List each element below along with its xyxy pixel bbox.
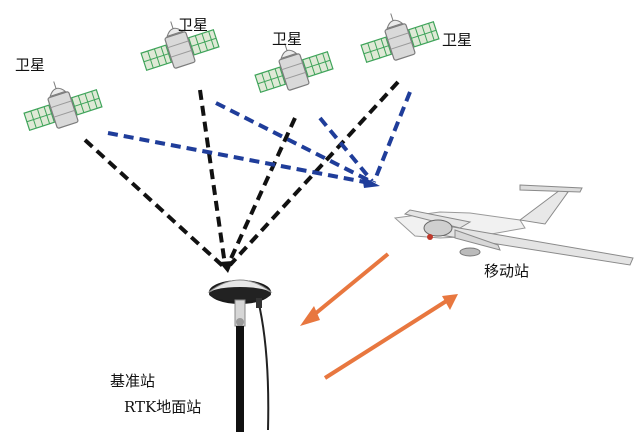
satellite-label-4: 卫星 — [442, 31, 473, 49]
rover-label: 移动站 — [484, 262, 530, 280]
rover-signal-lines — [107, 91, 412, 185]
base-signal-arrowhead — [219, 261, 233, 273]
base-signal-lines — [83, 80, 400, 270]
rover-signal-arrowhead — [362, 176, 380, 188]
satellite-label-2: 卫星 — [178, 16, 209, 34]
satellite-icon-1 — [16, 69, 105, 138]
gnss-antenna-icon — [207, 279, 273, 432]
datalink-arrowhead-down — [300, 306, 320, 326]
satellite-label-1: 卫星 — [15, 56, 46, 74]
uav-icon — [393, 184, 634, 266]
base-station-label: 基准站 — [110, 372, 156, 390]
datalink-arrowhead-up — [442, 294, 458, 310]
satellite-label-3: 卫星 — [272, 30, 303, 48]
datalink-arrows — [308, 252, 450, 380]
rtk-ground-station-label: RTK地面站 — [124, 398, 202, 416]
satellite-icon-4 — [353, 1, 442, 70]
